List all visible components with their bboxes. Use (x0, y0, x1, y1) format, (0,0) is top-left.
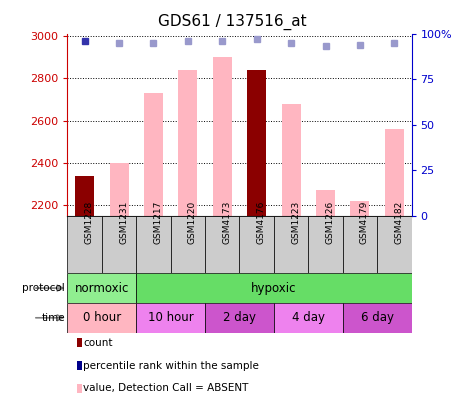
Text: GSM1217: GSM1217 (153, 201, 162, 244)
Bar (136, 216, 171, 273)
Bar (316, 190, 335, 216)
Bar (247, 70, 266, 216)
Text: GSM1231: GSM1231 (119, 201, 128, 244)
Bar (205, 216, 239, 273)
Text: GSM1226: GSM1226 (326, 201, 334, 244)
Text: count: count (83, 337, 113, 348)
Bar (67, 273, 136, 303)
Bar (385, 129, 404, 216)
Text: GSM1220: GSM1220 (188, 201, 197, 244)
Text: GSM4179: GSM4179 (360, 201, 369, 244)
Text: hypoxic: hypoxic (251, 282, 297, 295)
Bar (75, 175, 94, 216)
Bar (274, 216, 308, 273)
Text: percentile rank within the sample: percentile rank within the sample (83, 360, 259, 371)
Bar (67, 216, 102, 273)
Text: 4 day: 4 day (292, 311, 325, 324)
Bar (136, 303, 205, 333)
Bar (179, 70, 197, 216)
Bar (205, 303, 274, 333)
Text: 0 hour: 0 hour (83, 311, 121, 324)
Bar (343, 303, 412, 333)
Bar (171, 216, 205, 273)
Text: GSM4182: GSM4182 (394, 201, 403, 244)
Text: value, Detection Call = ABSENT: value, Detection Call = ABSENT (83, 383, 249, 394)
Text: GSM4176: GSM4176 (257, 201, 266, 244)
Bar (308, 216, 343, 273)
Bar (67, 303, 136, 333)
Text: protocol: protocol (22, 283, 65, 293)
Text: GSM1223: GSM1223 (291, 201, 300, 244)
Bar (274, 303, 343, 333)
Text: 2 day: 2 day (223, 311, 256, 324)
Bar (239, 216, 274, 273)
Bar (102, 216, 136, 273)
Text: 10 hour: 10 hour (148, 311, 193, 324)
Bar (144, 93, 163, 216)
Text: GSM4173: GSM4173 (222, 201, 231, 244)
Text: 6 day: 6 day (361, 311, 393, 324)
Bar (343, 216, 377, 273)
Bar (282, 104, 300, 216)
Text: GSM1228: GSM1228 (85, 201, 93, 244)
Text: time: time (41, 313, 65, 323)
Bar (213, 57, 232, 216)
Text: normoxic: normoxic (75, 282, 129, 295)
Bar (377, 216, 412, 273)
Bar (110, 163, 128, 216)
Bar (351, 201, 369, 216)
Text: GDS61 / 137516_at: GDS61 / 137516_at (158, 14, 307, 30)
Bar (136, 273, 412, 303)
